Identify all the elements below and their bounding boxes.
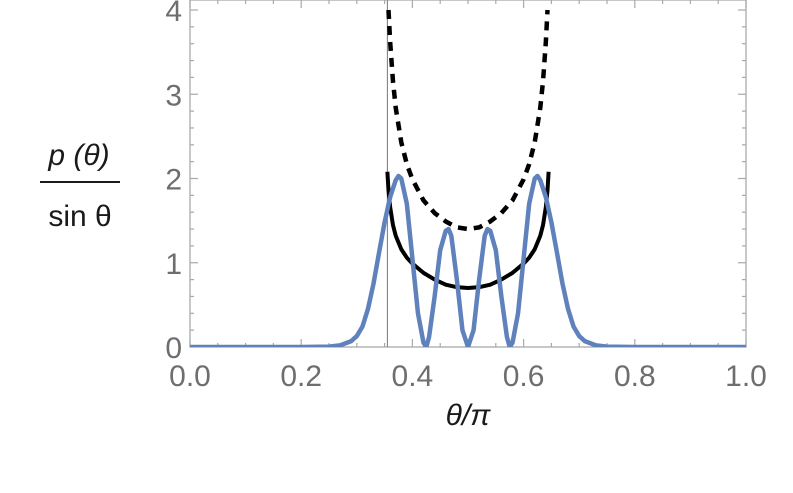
x-tick-label: 0.0 xyxy=(169,360,211,393)
dashed-curve xyxy=(386,9,550,232)
y-tick-label: 4 xyxy=(165,0,182,28)
x-tick-label: 0.4 xyxy=(392,360,434,393)
x-tick-label: 1.0 xyxy=(725,360,767,393)
blue-curve xyxy=(190,173,746,347)
axis-ticks xyxy=(189,0,747,348)
y-axis-label-numerator: p (θ) xyxy=(47,139,109,172)
y-axis-label-denominator: sin θ xyxy=(48,200,111,233)
y-tick-label: 1 xyxy=(165,248,182,281)
x-tick-label: 0.8 xyxy=(614,360,656,393)
solid-black-curve xyxy=(385,171,551,291)
x-tick-label: 0.2 xyxy=(280,360,322,393)
plot-area xyxy=(190,0,746,347)
y-axis-label: p (θ) sin θ xyxy=(40,139,120,233)
tick-labels: 0.0 0.2 0.4 0.6 0.8 1.0 0 1 2 3 4 xyxy=(165,0,767,393)
y-tick-label: 3 xyxy=(165,79,182,112)
x-tick-label: 0.6 xyxy=(503,360,545,393)
y-tick-label: 0 xyxy=(165,332,182,365)
plot-frame xyxy=(189,0,747,348)
y-tick-label: 2 xyxy=(165,164,182,197)
x-axis-label: θ/π xyxy=(446,399,492,432)
